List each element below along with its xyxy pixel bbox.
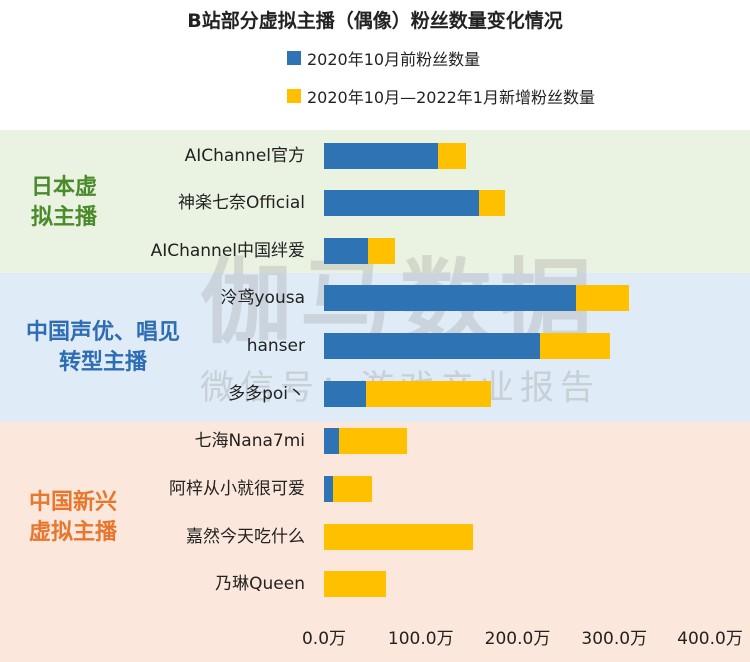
bar-series1	[324, 285, 576, 311]
x-tick-label: 100.0万	[387, 629, 454, 649]
bar-series2	[365, 381, 492, 407]
legend-label-series2: 2020年10月—2022年1月新增粉丝数量	[307, 88, 595, 107]
x-tick-label: 400.0万	[677, 629, 743, 649]
bar-series1	[324, 333, 540, 359]
x-tick-label: 300.0万	[581, 629, 648, 649]
x-tick-label: 200.0万	[484, 629, 551, 649]
bar-series2	[332, 476, 373, 502]
bar-series2	[324, 571, 386, 597]
bar-series2	[478, 190, 505, 216]
bar-series2	[575, 285, 629, 311]
category-label: hanser	[246, 336, 305, 356]
bar-series1	[324, 381, 366, 407]
category-label: 多多poi丶	[228, 384, 305, 404]
bar-series2	[438, 143, 467, 169]
x-tick-label: 0.0万	[301, 629, 347, 649]
legend-label-series1: 2020年10月前粉丝数量	[307, 50, 481, 69]
category-label: 七海Nana7mi	[194, 431, 305, 451]
category-label: 嘉然今天吃什么	[186, 527, 305, 547]
group-label-3: 中国新兴 虚拟主播	[28, 490, 117, 545]
bar-series1	[324, 238, 368, 264]
bar-series1	[324, 476, 333, 502]
category-label: AIChannel官方	[184, 146, 305, 166]
bar-series2	[324, 524, 473, 550]
bar-series1	[324, 428, 340, 454]
bar-series1	[324, 190, 479, 216]
legend-item-series1: 2020年10月前粉丝数量	[287, 46, 480, 70]
category-label: AIChannel中国绊爱	[150, 241, 305, 261]
legend-swatch-series1	[287, 51, 301, 65]
group-label-2: 中国声优、唱见 转型主播	[25, 320, 180, 375]
category-label: 泠鸢yousa	[220, 288, 305, 308]
bar-series2	[539, 333, 611, 359]
chart-title: B站部分虚拟主播（偶像）粉丝数量变化情况	[187, 10, 563, 32]
group-label-1: 日本虚 拟主播	[30, 175, 97, 230]
legend-swatch-series2	[287, 89, 301, 103]
category-label: 乃琳Queen	[215, 574, 305, 594]
category-label: 神楽七奈Official	[177, 193, 305, 213]
bar-series1	[324, 143, 439, 169]
legend-item-series2: 2020年10月—2022年1月新增粉丝数量	[287, 84, 595, 108]
bar-series2	[339, 428, 408, 454]
category-label: 阿梓从小就很可爱	[169, 479, 305, 499]
bar-series2	[367, 238, 395, 264]
